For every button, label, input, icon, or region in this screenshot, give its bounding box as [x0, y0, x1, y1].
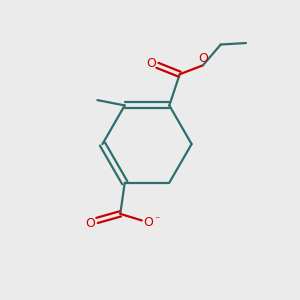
Text: O: O — [85, 217, 95, 230]
Text: O: O — [146, 57, 156, 70]
Text: O: O — [143, 216, 153, 229]
Text: ⁻: ⁻ — [154, 215, 160, 225]
Text: O: O — [198, 52, 208, 65]
